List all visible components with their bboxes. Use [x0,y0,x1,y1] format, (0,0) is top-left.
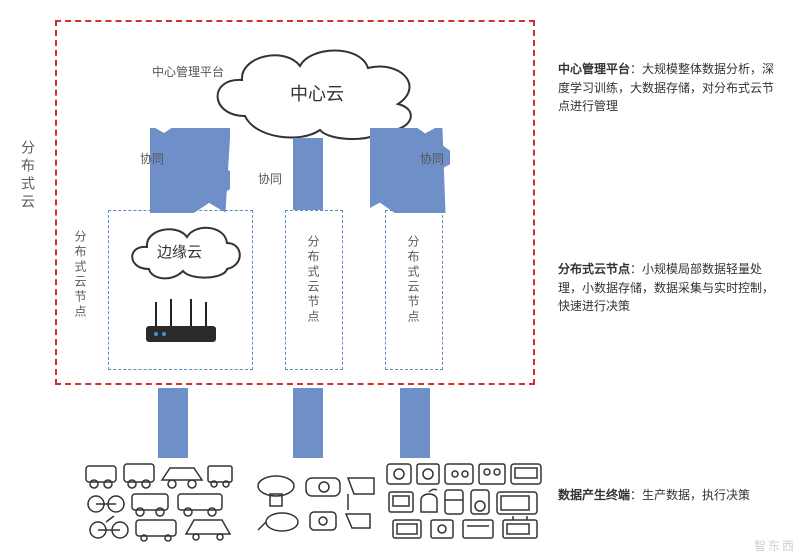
coord-label-right: 协同 [420,150,444,167]
vehicles-icon [82,460,237,542]
coord-label-mid: 协同 [258,170,282,187]
watermark: 智东西 [754,537,796,554]
devices-appliances [383,458,545,544]
coord-label-left: 协同 [140,150,164,167]
desc-center-platform: 中心管理平台：大规模整体数据分析，深度学习训练，大数据存储，对分布式云节点进行管… [558,60,783,116]
center-cloud-caption: 中心管理平台 [152,63,224,80]
devices-vehicles [82,460,237,542]
arrow-bottom-2 [293,388,323,458]
desc-terminal-title: 数据产生终端 [558,488,630,502]
center-cloud-title: 中心云 [290,80,344,106]
router-icon [136,296,226,356]
arrow-bottom-3 [400,388,430,458]
desc-terminal: 数据产生终端：生产数据，执行决策 [558,486,783,505]
center-cloud: 中心管理平台 中心云 [200,38,430,143]
dist-node-label-2: 分布式云节点 [306,235,322,325]
desc-terminal-body: ：生产数据，执行决策 [630,488,750,502]
edge-cloud-title: 边缘云 [157,241,202,262]
appliances-icon [383,458,545,544]
desc-dist-node: 分布式云节点：小规模局部数据轻量处理，小数据存储，数据采集与实时控制，快速进行决… [558,260,783,316]
desc-dist-node-title: 分布式云节点 [558,262,630,276]
label-distributed-cloud: 分布式云 [18,140,38,212]
dist-node-box-3: 分布式云节点 [385,210,443,370]
edge-node-box: 边缘云 [108,210,253,370]
cameras-icon [252,468,377,538]
dist-node-box-2: 分布式云节点 [285,210,343,370]
label-distributed-node-side: 分布式云节点 [72,230,89,320]
desc-center-platform-title: 中心管理平台 [558,62,630,76]
dist-node-label-3: 分布式云节点 [406,235,422,325]
arrow-bottom-1 [158,388,188,458]
devices-cameras [252,468,377,538]
